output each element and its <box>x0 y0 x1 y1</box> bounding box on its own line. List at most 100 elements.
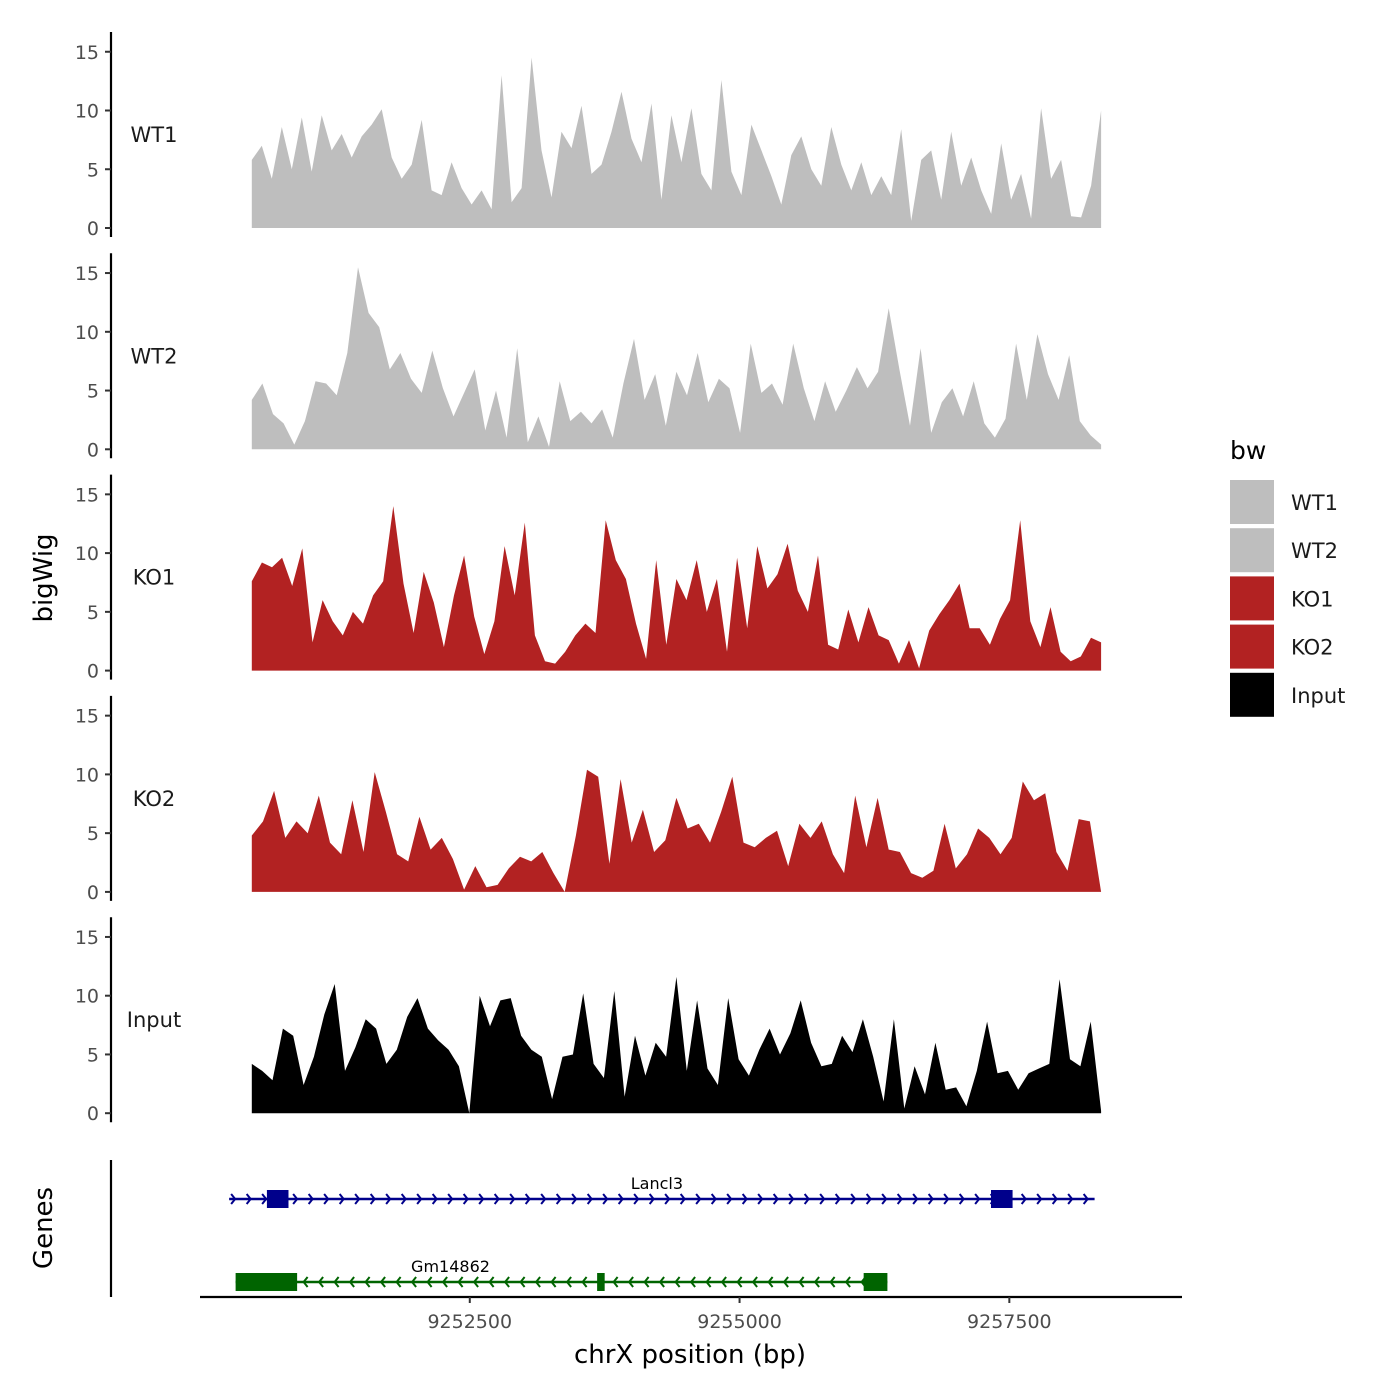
gene-label-lancl3: Lancl3 <box>631 1174 683 1193</box>
strand-arrow-gm14862 <box>612 1276 619 1288</box>
strand-arrow-gm14862 <box>782 1276 789 1288</box>
strand-arrow-gm14862 <box>689 1276 696 1288</box>
genes-axis-title: Genes <box>29 1187 59 1269</box>
gene-lancl3: Lancl3 <box>229 1174 1095 1208</box>
strand-arrow-lancl3 <box>757 1193 764 1205</box>
legend-key-wt2 <box>1230 528 1274 573</box>
strand-arrow-lancl3 <box>850 1193 857 1205</box>
strand-arrow-lancl3 <box>927 1193 934 1205</box>
strand-arrow-gm14862 <box>302 1276 309 1288</box>
strand-arrow-gm14862 <box>643 1276 650 1288</box>
track-input: 0 5 10 15 Input <box>75 917 1102 1125</box>
y-tick-label-ko2-5: 5 <box>87 823 99 845</box>
strand-arrow-gm14862 <box>829 1276 836 1288</box>
strand-arrow-gm14862 <box>379 1276 386 1288</box>
y-tick-label-ko2-0: 0 <box>87 882 99 904</box>
y-tick-label-ko2-15: 15 <box>75 706 99 728</box>
strand-arrow-lancl3 <box>958 1193 965 1205</box>
strand-arrow-lancl3 <box>261 1193 268 1205</box>
strand-arrow-gm14862 <box>472 1276 479 1288</box>
legend-label-wt1: WT1 <box>1291 491 1338 515</box>
strand-arrow-lancl3 <box>788 1193 795 1205</box>
strand-arrow-lancl3 <box>912 1193 919 1205</box>
y-tick-label-input-5: 5 <box>87 1044 99 1066</box>
strand-arrow-lancl3 <box>555 1193 562 1205</box>
area-wt2 <box>251 267 1102 450</box>
strand-arrow-gm14862 <box>457 1276 464 1288</box>
strand-arrow-gm14862 <box>720 1276 727 1288</box>
strand-arrow-lancl3 <box>292 1193 299 1205</box>
track-label-ko1: KO1 <box>133 566 176 590</box>
strand-arrow-lancl3 <box>1067 1193 1074 1205</box>
y-tick-label-input-10: 10 <box>75 986 99 1008</box>
strand-arrow-lancl3 <box>323 1193 330 1205</box>
strand-arrow-gm14862 <box>844 1276 851 1288</box>
strand-arrow-lancl3 <box>943 1193 950 1205</box>
y-tick-label-ko1-0: 0 <box>87 661 99 683</box>
strand-arrow-lancl3 <box>695 1193 702 1205</box>
area-ko1 <box>251 506 1102 671</box>
x-axis-title: chrX position (bp) <box>574 1340 806 1370</box>
y-tick-label-ko1-10: 10 <box>75 543 99 565</box>
strand-arrow-lancl3 <box>1082 1193 1089 1205</box>
track-label-wt1: WT1 <box>131 123 178 147</box>
area-input <box>251 976 1102 1114</box>
strand-arrow-lancl3 <box>648 1193 655 1205</box>
strand-arrow-lancl3 <box>524 1193 531 1205</box>
strand-arrow-gm14862 <box>410 1276 417 1288</box>
strand-arrow-gm14862 <box>813 1276 820 1288</box>
area-ko2 <box>251 769 1102 892</box>
legend-key-ko1 <box>1230 576 1274 621</box>
exon-gm14862 <box>597 1273 605 1291</box>
strand-arrow-gm14862 <box>767 1276 774 1288</box>
exon-gm14862 <box>235 1273 298 1291</box>
strand-arrow-gm14862 <box>441 1276 448 1288</box>
x-axis: 9252500 9255000 9257500 <box>200 1295 1182 1333</box>
gene-gm14862: Gm14862 <box>235 1257 888 1291</box>
strand-arrow-lancl3 <box>338 1193 345 1205</box>
exon-lancl3 <box>266 1190 289 1208</box>
y-tick-label-ko1-5: 5 <box>87 602 99 624</box>
track-label-input: Input <box>127 1008 181 1032</box>
strand-arrow-lancl3 <box>633 1193 640 1205</box>
strand-arrow-lancl3 <box>602 1193 609 1205</box>
legend-label-ko2: KO2 <box>1291 636 1334 660</box>
y-tick-label-wt1-15: 15 <box>75 42 99 64</box>
strand-arrow-gm14862 <box>364 1276 371 1288</box>
exon-lancl3 <box>990 1190 1013 1208</box>
track-label-ko2: KO2 <box>133 787 176 811</box>
y-tick-label-ko1-15: 15 <box>75 484 99 506</box>
strand-arrow-lancl3 <box>1036 1193 1043 1205</box>
track-ko1: 0 5 10 15 KO1 <box>75 474 1102 683</box>
strand-arrow-lancl3 <box>772 1193 779 1205</box>
x-tick-label-9252500: 9252500 <box>427 1311 512 1333</box>
strand-arrow-lancl3 <box>679 1193 686 1205</box>
strand-arrow-gm14862 <box>751 1276 758 1288</box>
strand-arrow-lancl3 <box>369 1193 376 1205</box>
strand-arrow-lancl3 <box>803 1193 810 1205</box>
strand-arrow-gm14862 <box>426 1276 433 1288</box>
legend-label-ko1: KO1 <box>1291 587 1334 611</box>
gene-label-gm14862: Gm14862 <box>411 1257 490 1276</box>
strand-arrow-lancl3 <box>230 1193 237 1205</box>
y-tick-label-wt2-0: 0 <box>87 439 99 461</box>
legend-title: bw <box>1230 436 1266 465</box>
strand-arrow-lancl3 <box>1020 1193 1027 1205</box>
strand-arrow-gm14862 <box>565 1276 572 1288</box>
strand-arrow-gm14862 <box>658 1276 665 1288</box>
track-ko2: 0 5 10 15 KO2 <box>75 695 1102 904</box>
legend-key-input <box>1230 672 1274 717</box>
strand-arrow-gm14862 <box>534 1276 541 1288</box>
strand-arrow-lancl3 <box>1051 1193 1058 1205</box>
strand-arrow-lancl3 <box>586 1193 593 1205</box>
strand-arrow-lancl3 <box>478 1193 485 1205</box>
y-tick-label-wt1-10: 10 <box>75 101 99 123</box>
strand-arrow-lancl3 <box>571 1193 578 1205</box>
strand-arrow-lancl3 <box>741 1193 748 1205</box>
y-tick-label-wt1-5: 5 <box>87 159 99 181</box>
strand-arrow-lancl3 <box>881 1193 888 1205</box>
legend-key-wt1 <box>1230 480 1274 524</box>
strand-arrow-gm14862 <box>488 1276 495 1288</box>
strand-arrow-gm14862 <box>395 1276 402 1288</box>
